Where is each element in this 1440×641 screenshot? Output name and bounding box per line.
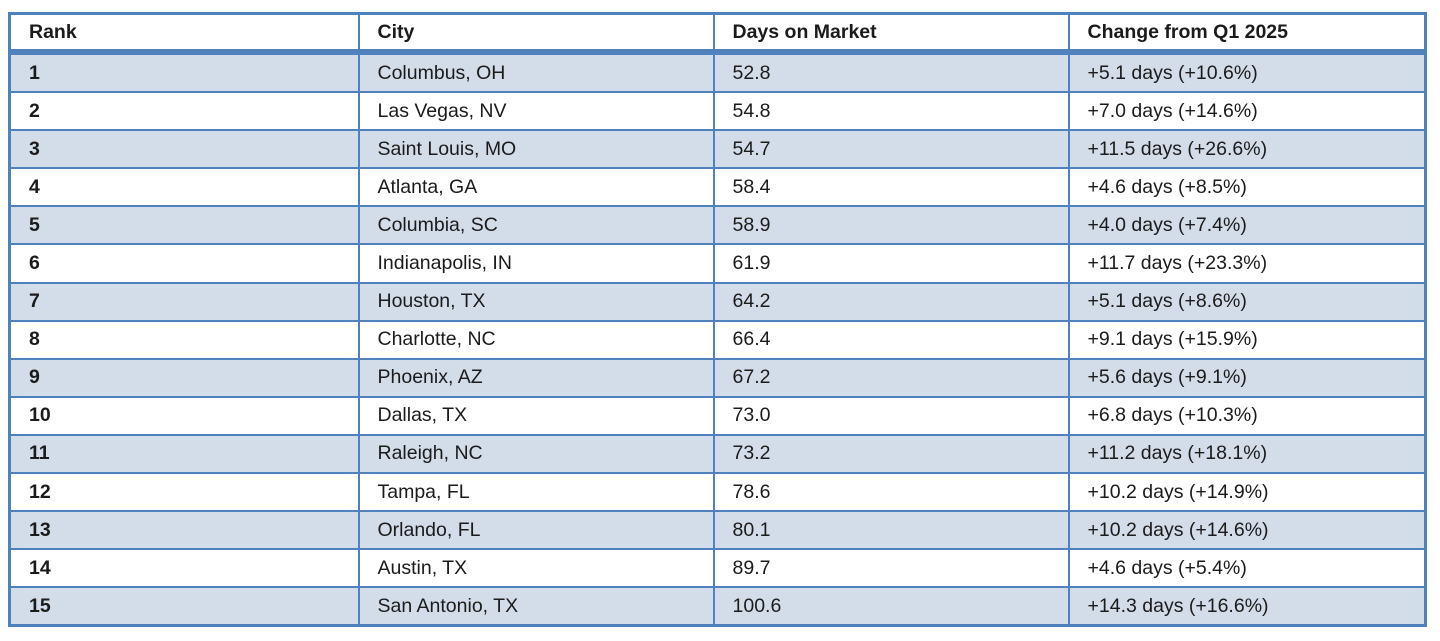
table-row: 9 Phoenix, AZ 67.2 +5.6 days (+9.1%) — [8, 357, 1427, 398]
change-cell: +11.5 days (+26.6%) — [1067, 129, 1427, 170]
change-cell: +11.7 days (+23.3%) — [1067, 243, 1427, 284]
city-cell: Atlanta, GA — [357, 167, 715, 208]
rank-cell: 3 — [8, 129, 360, 170]
rank-cell: 1 — [8, 50, 360, 94]
column-header-change: Change from Q1 2025 — [1067, 12, 1427, 55]
header-row: Rank City Days on Market Change from Q1 … — [8, 12, 1427, 55]
table-header: Rank City Days on Market Change from Q1 … — [8, 12, 1427, 55]
days-cell: 58.9 — [712, 205, 1070, 246]
change-cell: +4.0 days (+7.4%) — [1067, 205, 1427, 246]
table-row: 13 Orlando, FL 80.1 +10.2 days (+14.6%) — [8, 510, 1427, 551]
change-cell: +5.1 days (+8.6%) — [1067, 281, 1427, 322]
rank-cell: 9 — [8, 357, 360, 398]
rank-cell: 6 — [8, 243, 360, 284]
table-row: 12 Tampa, FL 78.6 +10.2 days (+14.9%) — [8, 472, 1427, 513]
table-row: 15 San Antonio, TX 100.6 +14.3 days (+16.6%… — [8, 586, 1427, 627]
table-row: 14 Austin, TX 89.7 +4.6 days (+5.4%) — [8, 548, 1427, 589]
table-row: 8 Charlotte, NC 66.4 +9.1 days (+15.9%) — [8, 319, 1427, 360]
city-cell: Saint Louis, MO — [357, 129, 715, 170]
rank-cell: 7 — [8, 281, 360, 322]
days-cell: 66.4 — [712, 319, 1070, 360]
column-header-rank: Rank — [8, 12, 360, 55]
table-row: 6 Indianapolis, IN 61.9 +11.7 days (+23.3%) — [8, 243, 1427, 284]
city-cell: Dallas, TX — [357, 395, 715, 436]
change-cell: +5.1 days (+10.6%) — [1067, 50, 1427, 94]
days-cell: 73.2 — [712, 433, 1070, 475]
days-on-market-table: Rank City Days on Market Change from Q1 … — [8, 12, 1427, 628]
days-cell: 89.7 — [712, 548, 1070, 589]
city-cell: Indianapolis, IN — [357, 243, 715, 284]
change-cell: +9.1 days (+15.9%) — [1067, 319, 1427, 360]
table-row: 2 Las Vegas, NV 54.8 +7.0 days (+14.6%) — [8, 91, 1427, 132]
rank-cell: 2 — [8, 91, 360, 132]
rank-cell: 15 — [8, 586, 360, 627]
city-cell: Tampa, FL — [357, 472, 715, 513]
rank-cell: 10 — [8, 395, 360, 436]
rank-cell: 11 — [8, 433, 360, 475]
days-cell: 67.2 — [712, 357, 1070, 398]
change-cell: +4.6 days (+5.4%) — [1067, 548, 1427, 589]
rank-cell: 12 — [8, 472, 360, 513]
table-row: 10 Dallas, TX 73.0 +6.8 days (+10.3%) — [8, 395, 1427, 436]
rank-cell: 14 — [8, 548, 360, 589]
rank-cell: 13 — [8, 510, 360, 551]
city-cell: Columbia, SC — [357, 205, 715, 246]
change-cell: +10.2 days (+14.6%) — [1067, 510, 1427, 551]
table-row: 3 Saint Louis, MO 54.7 +11.5 days (+26.6%) — [8, 129, 1427, 170]
city-cell: Orlando, FL — [357, 510, 715, 551]
table-row: 4 Atlanta, GA 58.4 +4.6 days (+8.5%) — [8, 167, 1427, 208]
table-row: 7 Houston, TX 64.2 +5.1 days (+8.6%) — [8, 281, 1427, 322]
column-header-city: City — [357, 12, 715, 55]
days-cell: 64.2 — [712, 281, 1070, 322]
days-cell: 80.1 — [712, 510, 1070, 551]
city-cell: Phoenix, AZ — [357, 357, 715, 398]
table-row: 11 Raleigh, NC 73.2 +11.2 days (+18.1%) — [8, 433, 1427, 475]
city-cell: Charlotte, NC — [357, 319, 715, 360]
city-cell: Las Vegas, NV — [357, 91, 715, 132]
change-cell: +14.3 days (+16.6%) — [1067, 586, 1427, 627]
change-cell: +5.6 days (+9.1%) — [1067, 357, 1427, 398]
days-cell: 58.4 — [712, 167, 1070, 208]
city-cell: Raleigh, NC — [357, 433, 715, 475]
city-cell: San Antonio, TX — [357, 586, 715, 627]
change-cell: +7.0 days (+14.6%) — [1067, 91, 1427, 132]
rank-cell: 8 — [8, 319, 360, 360]
rank-cell: 5 — [8, 205, 360, 246]
city-cell: Columbus, OH — [357, 50, 715, 94]
table-row: 1 Columbus, OH 52.8 +5.1 days (+10.6%) — [8, 50, 1427, 94]
days-cell: 52.8 — [712, 50, 1070, 94]
table-body: 1 Columbus, OH 52.8 +5.1 days (+10.6%) 2 Las … — [8, 50, 1427, 627]
city-cell: Houston, TX — [357, 281, 715, 322]
rank-cell: 4 — [8, 167, 360, 208]
change-cell: +4.6 days (+8.5%) — [1067, 167, 1427, 208]
days-cell: 73.0 — [712, 395, 1070, 436]
days-cell: 78.6 — [712, 472, 1070, 513]
days-cell: 61.9 — [712, 243, 1070, 284]
days-cell: 100.6 — [712, 586, 1070, 627]
table-row: 5 Columbia, SC 58.9 +4.0 days (+7.4%) — [8, 205, 1427, 246]
column-header-days: Days on Market — [712, 12, 1070, 55]
change-cell: +10.2 days (+14.9%) — [1067, 472, 1427, 513]
days-cell: 54.7 — [712, 129, 1070, 170]
days-cell: 54.8 — [712, 91, 1070, 132]
change-cell: +11.2 days (+18.1%) — [1067, 433, 1427, 475]
change-cell: +6.8 days (+10.3%) — [1067, 395, 1427, 436]
city-cell: Austin, TX — [357, 548, 715, 589]
